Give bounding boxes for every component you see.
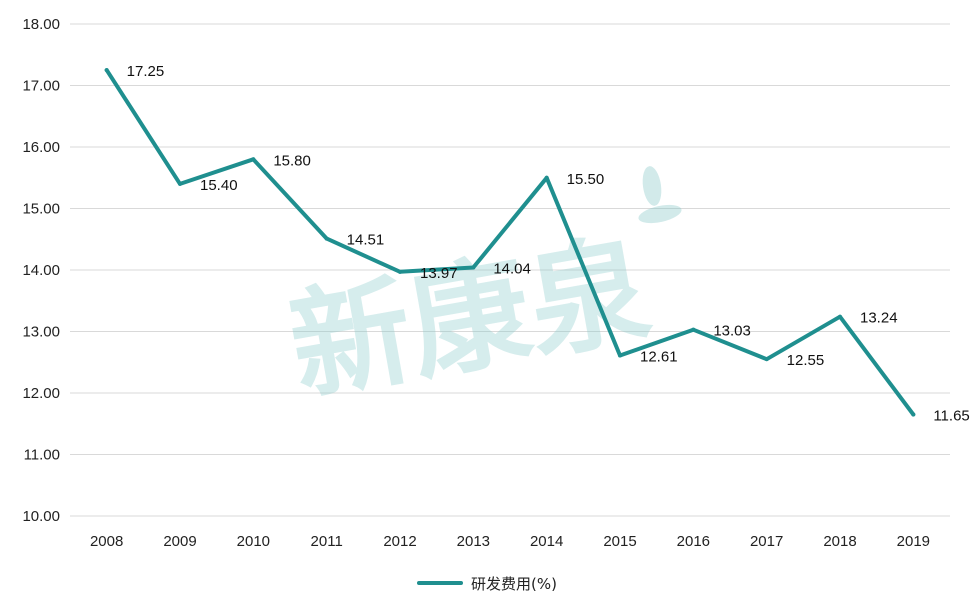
legend-swatch [417, 581, 464, 585]
data-label: 13.03 [713, 323, 751, 340]
data-label: 17.25 [127, 63, 165, 80]
y-tick-label: 17.00 [22, 78, 60, 95]
series-points [104, 68, 916, 417]
y-tick-label: 10.00 [22, 508, 60, 525]
y-tick-label: 15.00 [22, 201, 60, 218]
data-point [691, 327, 696, 332]
x-tick-label: 2019 [897, 533, 930, 550]
x-axis-tick-labels: 2008 2009 2010 2011 2012 2013 2014 2015 2016 2017… [90, 533, 930, 550]
data-point [104, 68, 109, 73]
data-point [251, 157, 256, 162]
data-label: 15.40 [200, 177, 238, 194]
x-tick-label: 2012 [383, 533, 416, 550]
x-tick-label: 2013 [457, 533, 490, 550]
x-tick-label: 2011 [311, 533, 343, 550]
data-labels: 17.25 15.40 15.80 14.51 13.97 14.04 15.50 12.61… [127, 63, 970, 424]
y-tick-label: 16.00 [22, 139, 60, 156]
x-tick-label: 2016 [677, 533, 710, 550]
data-label: 12.61 [640, 348, 678, 365]
x-tick-label: 2015 [603, 533, 636, 550]
data-point [178, 181, 182, 186]
data-point [618, 353, 622, 358]
data-label: 15.50 [567, 171, 605, 188]
data-label: 13.97 [420, 265, 458, 282]
x-tick-label: 2014 [530, 533, 563, 550]
x-tick-label: 2010 [237, 533, 270, 550]
gridlines [70, 23, 950, 517]
y-tick-label: 18.00 [22, 16, 60, 33]
data-point [324, 236, 329, 241]
x-tick-label: 2008 [90, 533, 123, 550]
y-tick-label: 12.00 [22, 385, 60, 402]
data-point [911, 412, 916, 417]
y-axis-tick-labels: 10.00 11.00 12.00 13.00 14.00 15.00 16.00 17.00… [22, 16, 60, 525]
data-point [764, 357, 769, 362]
data-label: 11.65 [933, 408, 969, 425]
data-label: 13.24 [860, 310, 898, 327]
data-label: 14.51 [347, 232, 385, 249]
legend-label: 研发费用(%) [471, 574, 557, 593]
series-line-rd-expense [104, 68, 916, 417]
x-tick-label: 2018 [823, 533, 856, 550]
x-tick-label: 2017 [750, 533, 783, 550]
data-label: 14.04 [493, 261, 531, 278]
data-label: 15.80 [273, 152, 311, 169]
y-tick-label: 14.00 [22, 262, 60, 279]
data-point [544, 175, 549, 180]
legend: 研发费用(%) [0, 570, 974, 596]
data-label: 12.55 [787, 352, 825, 369]
svg-text:新康泉: 新康泉 [281, 220, 660, 419]
y-tick-label: 11.00 [24, 447, 60, 464]
data-point [838, 314, 842, 319]
y-tick-label: 13.00 [22, 324, 60, 341]
x-tick-label: 2009 [163, 533, 196, 550]
data-point [471, 265, 476, 270]
watermark-logo: 新康泉 [281, 166, 682, 419]
data-point [398, 269, 402, 274]
